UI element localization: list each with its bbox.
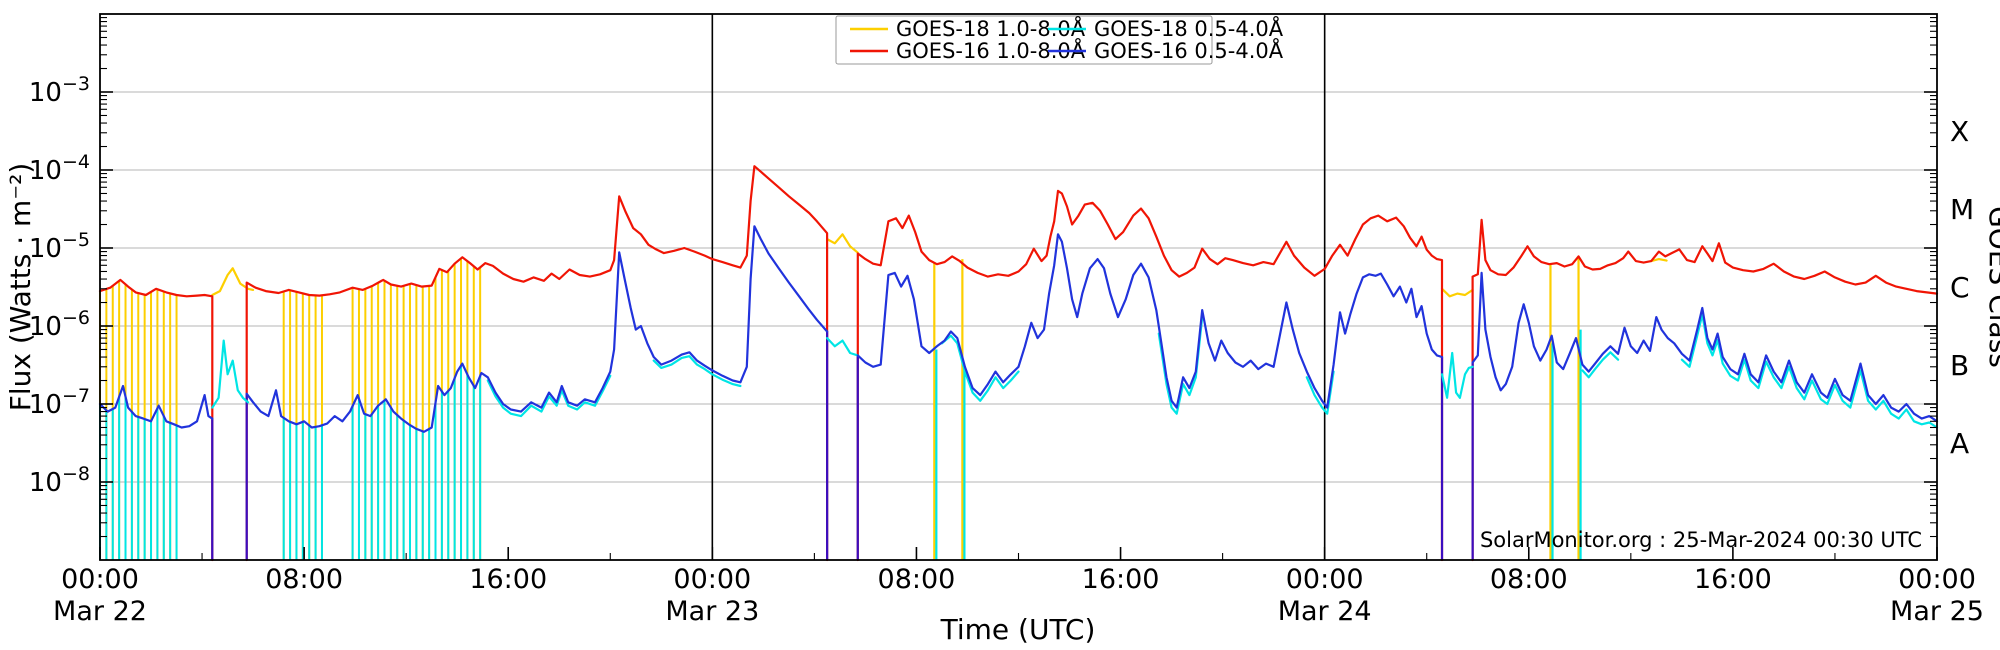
series-goes18-long <box>825 233 859 254</box>
flux-series <box>98 165 1939 562</box>
right-axis-title: GOES Class <box>1983 206 2000 368</box>
y-tick-label: 10−6 <box>29 307 90 342</box>
series-goes18-short <box>1581 351 1620 379</box>
axes-frame <box>99 13 1938 561</box>
x-tick-label: 00:00 <box>1286 564 1364 595</box>
series-goes16-short <box>856 233 1444 409</box>
series-goes18-short <box>211 339 250 409</box>
y-tick-label: 10−8 <box>29 463 90 498</box>
x-tick-label: 00:00 <box>1898 564 1976 595</box>
x-tick-label: 08:00 <box>1490 564 1568 595</box>
series-goes18-short <box>1680 313 1939 429</box>
x-axis-title: Time (UTC) <box>940 613 1096 646</box>
x-date-label: Mar 25 <box>1890 596 1984 627</box>
x-tick-label: 00:00 <box>61 564 139 595</box>
legend-box <box>835 15 1213 65</box>
goes-class-label: B <box>1950 349 1969 382</box>
x-tick-label: 16:00 <box>1082 564 1160 595</box>
series-goes16-short <box>245 225 829 433</box>
y-tick-label: 10−7 <box>29 385 90 420</box>
legend-label-goes16_short: GOES-16 0.5-4.0Å <box>1094 37 1284 63</box>
y-tick-label: 10−3 <box>29 73 90 108</box>
goes-class-label: C <box>1950 271 1970 304</box>
x-tick-label: 00:00 <box>673 564 751 595</box>
series-goes18-short <box>486 374 612 418</box>
series-goes18-short <box>652 355 742 388</box>
series-goes16-short <box>1471 271 1939 423</box>
y-axis-title: Flux (Watts · m⁻²) <box>4 163 37 412</box>
watermark-text: SolarMonitor.org : 25-Mar-2024 00:30 UTC <box>1480 528 1922 552</box>
y-tick-label: 10−4 <box>29 151 90 186</box>
goes-class-label: M <box>1950 193 1974 226</box>
series-goes18-long <box>1440 287 1474 298</box>
x-date-label: Mar 24 <box>1278 596 1372 627</box>
legend-label-goes18_short: GOES-18 0.5-4.0Å <box>1094 15 1284 41</box>
x-date-label: Mar 23 <box>665 596 759 627</box>
y-tick-label: 10−5 <box>29 229 90 264</box>
series-goes16-long <box>245 165 829 562</box>
goes-class-label: X <box>1950 115 1969 148</box>
day-boundary-lines <box>711 14 1326 560</box>
series-goes18-long <box>211 267 255 297</box>
x-tick-label: 08:00 <box>265 564 343 595</box>
goes-class-label: A <box>1950 427 1969 460</box>
series-goes16-long <box>856 189 1444 562</box>
series-goes16-long <box>98 278 214 562</box>
series-goes18-short <box>825 337 859 357</box>
x-tick-label: 08:00 <box>878 564 956 595</box>
series-goes18-short <box>1440 351 1474 399</box>
series-goes18-short <box>1157 316 1204 415</box>
x-date-label: Mar 22 <box>53 596 147 627</box>
series-goes16-short <box>98 384 214 429</box>
series-goes16-long <box>1471 218 1939 562</box>
x-tick-label: 16:00 <box>469 564 547 595</box>
series-goes18-short <box>940 334 1020 402</box>
series-goes18-long <box>1650 258 1668 263</box>
gridlines <box>100 91 1937 483</box>
plot-frame <box>99 13 1938 561</box>
x-tick-label: 16:00 <box>1694 564 1772 595</box>
